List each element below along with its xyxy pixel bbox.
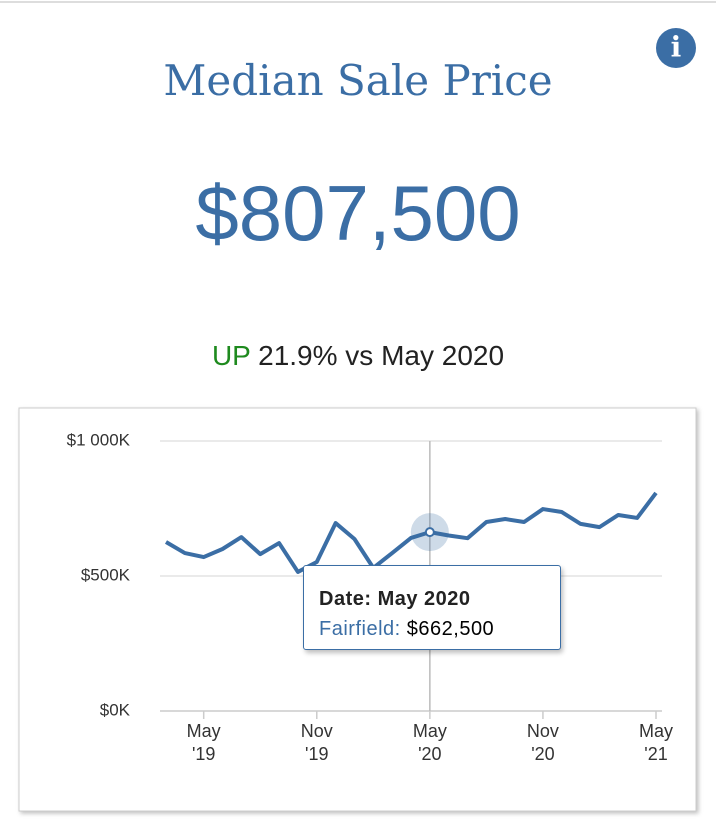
info-icon[interactable] xyxy=(656,28,696,68)
headline-value: $807,500 xyxy=(195,169,521,257)
chart-title: Median Sale Price xyxy=(163,56,553,105)
hover-point xyxy=(424,527,435,538)
tooltip: Date: May 2020 Fairfield: $662,500 xyxy=(303,565,561,650)
x-tick-label: May '21 xyxy=(638,721,673,764)
y-tick-label: $0K xyxy=(100,700,131,719)
x-tick-label: May '19 xyxy=(186,721,221,764)
y-tick-label: $1 000K xyxy=(67,430,131,449)
direction: UP xyxy=(211,340,251,371)
info-icon-glyph[interactable]: i xyxy=(671,31,682,64)
tooltip-value-row: Fairfield: $662,500 xyxy=(319,614,560,644)
x-tick-label: May '20 xyxy=(412,721,447,764)
tooltip-date: Date: May 2020 xyxy=(319,584,560,614)
x-tick-label: Nov '20 xyxy=(526,721,559,764)
tooltip-value: $662,500 xyxy=(406,618,495,640)
tooltip-series: Fairfield: xyxy=(319,618,401,640)
y-tick-label: $500K xyxy=(81,565,131,584)
series-line xyxy=(164,491,658,574)
x-tick-label: Nov '19 xyxy=(300,721,333,764)
change: 21.9% vs May 2020 xyxy=(258,340,505,371)
tooltip-date-text: Date: May 2020 xyxy=(319,588,471,610)
headline-change: UP 21.9% vs May 2020 xyxy=(0,340,716,372)
